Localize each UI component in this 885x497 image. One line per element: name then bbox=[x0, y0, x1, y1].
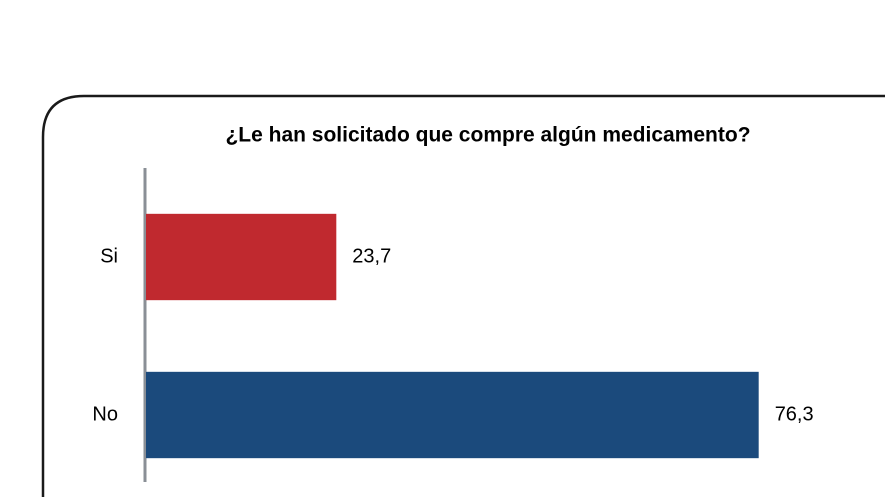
chart-title: ¿Le han solicitado que compre algún medi… bbox=[225, 124, 750, 147]
value-label: 23,7 bbox=[352, 245, 391, 267]
frame bbox=[41, 94, 885, 497]
bar bbox=[146, 371, 759, 459]
bar bbox=[146, 213, 337, 301]
y-tick-label: No bbox=[92, 403, 118, 425]
y-tick-label: Si bbox=[100, 245, 118, 267]
value-label: 76,3 bbox=[775, 403, 814, 425]
